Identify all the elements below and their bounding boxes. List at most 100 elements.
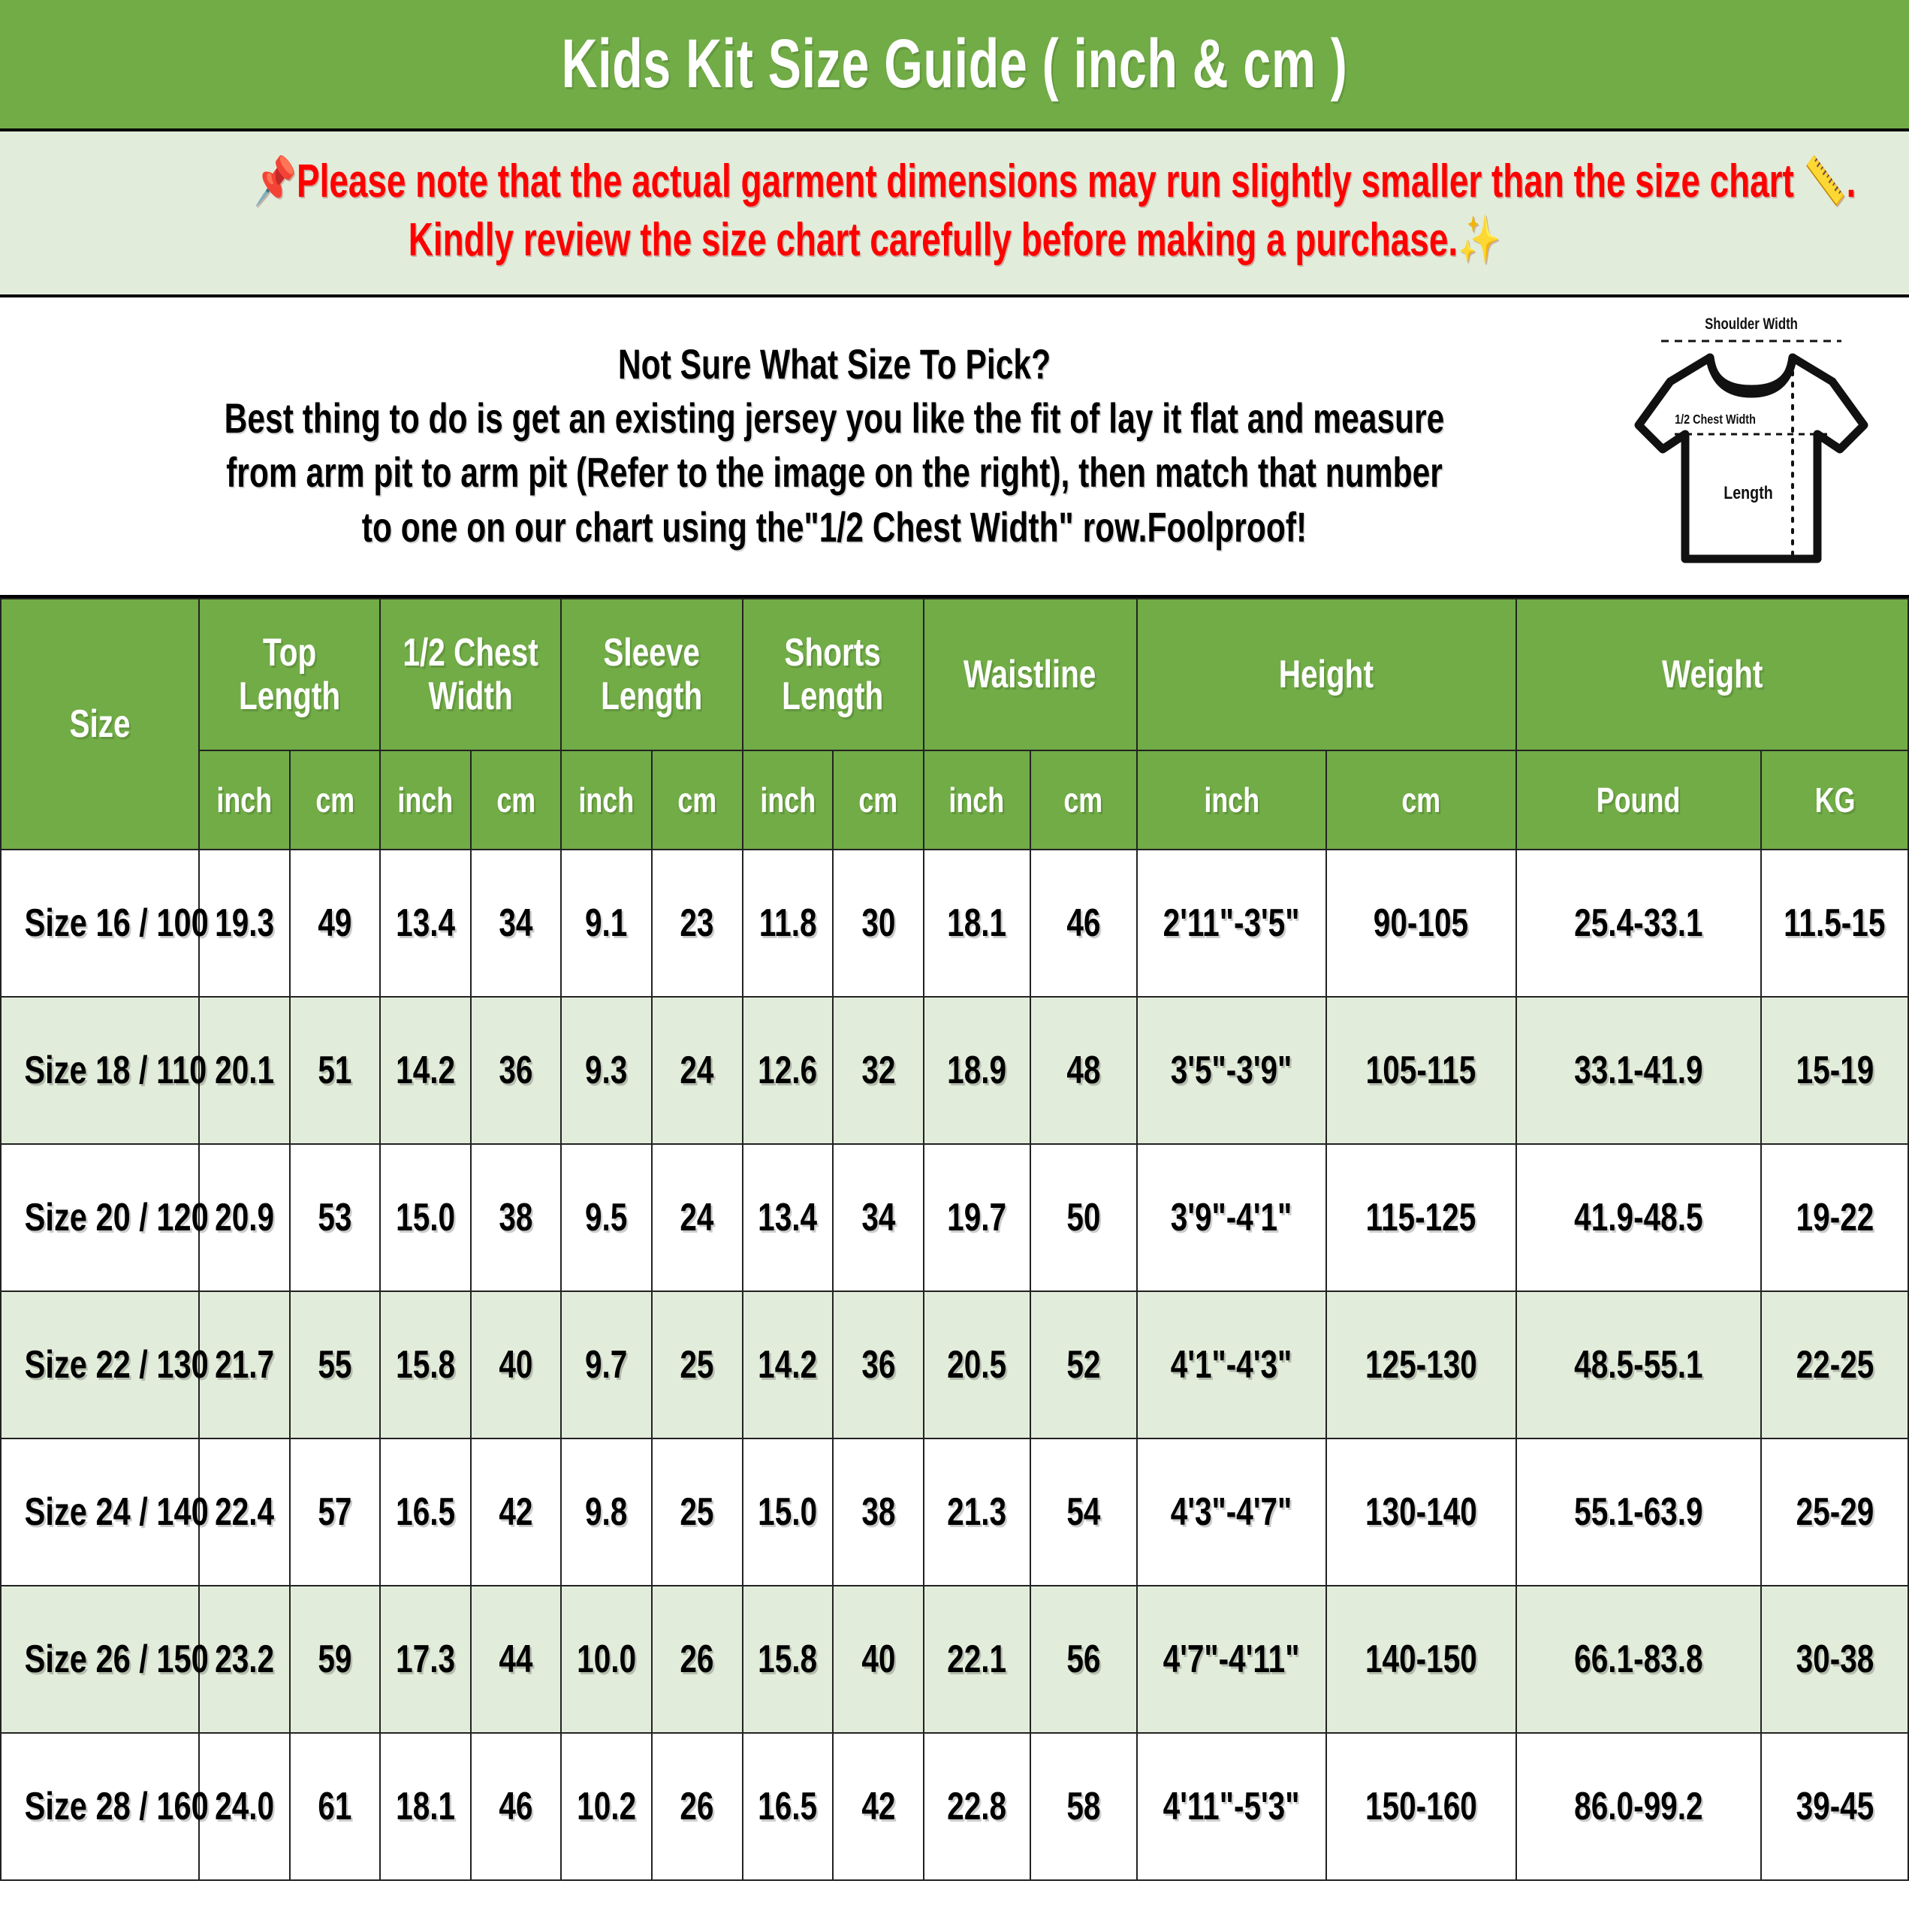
cell-weight-kg: 15-19 (1760, 996, 1909, 1145)
cell-size: Size 16 / 100 (0, 849, 209, 998)
tshirt-collar (1705, 353, 1797, 398)
cell-chest-inch: 15.0 (379, 1143, 472, 1292)
cell-waist-inch: 19.7 (922, 1143, 1031, 1292)
cell-chest-inch: 13.4 (379, 849, 472, 998)
note-banner: 📌Please note that the actual garment dim… (0, 131, 1909, 297)
unit-sleeve-inch: inch (560, 750, 653, 850)
cell-chest-cm: 34 (469, 849, 562, 998)
cell-sleeve-cm: 24 (650, 1143, 743, 1292)
cell-waist-inch: 18.1 (922, 849, 1031, 998)
instruction-line-1: Best thing to do is get an existing jers… (224, 394, 1445, 442)
unit-chest-cm: cm (469, 750, 562, 850)
table-row: Size 16 / 100 19.3 49 13.4 34 9.1 23 11.8 30 18.1… (0, 849, 1909, 998)
cell-size: Size 28 / 160 (0, 1732, 209, 1881)
tshirt-outline (1634, 353, 1868, 563)
table-row: Size 26 / 150 23.2 59 17.3 44 10.0 26 15.8 40 22.… (0, 1585, 1909, 1734)
cell-waist-inch: 18.9 (922, 996, 1031, 1145)
cell-chest-cm: 38 (469, 1143, 562, 1292)
chest-width-label: 1/2 Chest Width (1675, 412, 1756, 427)
cell-chest-cm: 36 (469, 996, 562, 1145)
cell-shorts-cm: 40 (832, 1585, 924, 1734)
header-sleeve-length: Sleeve Length (560, 598, 743, 751)
unit-shorts-inch: inch (741, 750, 834, 850)
cell-sleeve-inch: 9.5 (560, 1143, 653, 1292)
cell-shorts-inch: 15.0 (741, 1438, 834, 1586)
cell-shorts-cm: 42 (832, 1732, 924, 1881)
table-row: Size 20 / 120 20.9 53 15.0 38 9.5 24 13.4 34 19.7… (0, 1143, 1909, 1292)
cell-top-length-inch: 22.4 (198, 1438, 291, 1586)
title-banner: Kids Kit Size Guide ( inch & cm ) (0, 0, 1909, 131)
cell-top-length-inch: 21.7 (198, 1291, 291, 1439)
cell-sleeve-inch: 10.0 (560, 1585, 653, 1734)
unit-top-length-inch: inch (198, 750, 291, 850)
table-row: Size 18 / 110 20.1 51 14.2 36 9.3 24 12.6 32 18.9… (0, 996, 1909, 1145)
cell-height-inch: 4'11"-5'3" (1135, 1732, 1328, 1881)
instruction-line-2: from arm pit to arm pit (Refer to the im… (226, 448, 1443, 497)
header-height: Height (1135, 598, 1517, 751)
cell-waist-cm: 54 (1029, 1438, 1138, 1586)
header-half-chest-width: 1/2 Chest Width (379, 598, 562, 751)
unit-shorts-cm: cm (832, 750, 924, 850)
cell-sleeve-inch: 9.1 (560, 849, 653, 998)
cell-top-length-cm: 49 (288, 849, 381, 998)
unit-waist-cm: cm (1029, 750, 1138, 850)
unit-waist-inch: inch (922, 750, 1031, 850)
cell-top-length-inch: 19.3 (198, 849, 291, 998)
cell-top-length-cm: 55 (288, 1291, 381, 1439)
cell-top-length-cm: 57 (288, 1438, 381, 1586)
cell-sleeve-cm: 25 (650, 1291, 743, 1439)
cell-height-inch: 4'7"-4'11" (1135, 1585, 1328, 1734)
cell-height-cm: 90-105 (1325, 849, 1517, 998)
cell-top-length-cm: 53 (288, 1143, 381, 1292)
cell-height-cm: 105-115 (1325, 996, 1517, 1145)
cell-size: Size 18 / 110 (0, 996, 207, 1145)
cell-shorts-cm: 38 (832, 1438, 924, 1586)
cell-height-inch: 4'3"-4'7" (1135, 1438, 1328, 1586)
table-body: Size 16 / 100 19.3 49 13.4 34 9.1 23 11.8 30 18.1… (0, 849, 1909, 1881)
shoulder-width-label: Shoulder Width (1705, 315, 1798, 333)
cell-shorts-inch: 15.8 (741, 1585, 834, 1734)
page-title: Kids Kit Size Guide ( inch & cm ) (561, 26, 1348, 102)
cell-chest-cm: 42 (469, 1438, 562, 1586)
cell-sleeve-cm: 26 (650, 1585, 743, 1734)
cell-height-cm: 130-140 (1325, 1438, 1517, 1586)
header-top-length: Top Length (198, 598, 381, 751)
cell-waist-inch: 22.1 (922, 1585, 1031, 1734)
cell-chest-inch: 17.3 (379, 1585, 472, 1734)
unit-chest-inch: inch (379, 750, 472, 850)
length-label: Length (1724, 482, 1773, 503)
cell-waist-inch: 21.3 (922, 1438, 1031, 1586)
cell-shorts-cm: 32 (832, 996, 924, 1145)
header-size: Size (0, 598, 200, 850)
cell-weight-kg: 30-38 (1760, 1585, 1909, 1734)
table-row: Size 28 / 160 24.0 61 18.1 46 10.2 26 16.5 42 22.… (0, 1732, 1909, 1881)
cell-top-length-inch: 20.1 (198, 996, 291, 1145)
cell-height-inch: 2'11"-3'5" (1135, 849, 1328, 998)
cell-size: Size 24 / 140 (0, 1438, 209, 1586)
cell-weight-kg: 22-25 (1760, 1291, 1909, 1439)
cell-shorts-inch: 11.8 (741, 849, 834, 998)
cell-size: Size 22 / 130 (0, 1291, 209, 1439)
cell-sleeve-inch: 9.8 (560, 1438, 653, 1586)
cell-size: Size 20 / 120 (0, 1143, 209, 1292)
cell-top-length-inch: 24.0 (198, 1732, 291, 1881)
header-shorts-length: Shorts Length (741, 598, 924, 751)
cell-weight-pound: 41.9-48.5 (1515, 1143, 1763, 1292)
cell-waist-cm: 50 (1029, 1143, 1138, 1292)
tshirt-diagram: Shoulder Width 1/2 Chest Width Length (1616, 305, 1886, 583)
cell-sleeve-inch: 9.7 (560, 1291, 653, 1439)
cell-shorts-inch: 12.6 (741, 996, 834, 1145)
cell-height-inch: 3'5"-3'9" (1135, 996, 1328, 1145)
cell-weight-kg: 25-29 (1760, 1438, 1909, 1586)
cell-weight-pound: 66.1-83.8 (1515, 1585, 1763, 1734)
cell-top-length-cm: 61 (288, 1732, 381, 1881)
cell-shorts-inch: 13.4 (741, 1143, 834, 1292)
cell-chest-inch: 15.8 (379, 1291, 472, 1439)
cell-shorts-cm: 36 (832, 1291, 924, 1439)
cell-size: Size 26 / 150 (0, 1585, 209, 1734)
unit-sleeve-cm: cm (650, 750, 743, 850)
cell-sleeve-cm: 25 (650, 1438, 743, 1586)
cell-top-length-cm: 59 (288, 1585, 381, 1734)
cell-waist-cm: 48 (1029, 996, 1138, 1145)
note-line-2: Kindly review the size chart carefully b… (408, 213, 1501, 266)
